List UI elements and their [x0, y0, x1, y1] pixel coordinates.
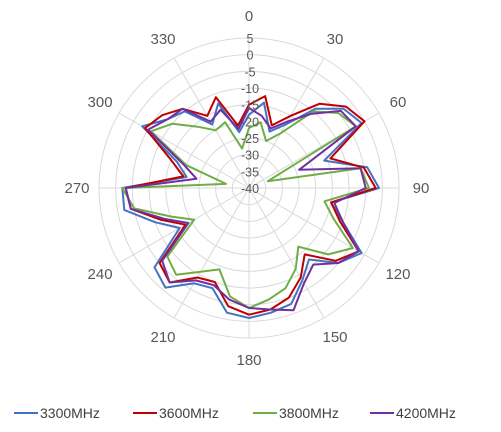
angle-labels: 0 30 60 90 120 150 180 210 240 270 300 330: [64, 8, 429, 369]
series-line-3600MHz: [124, 95, 377, 316]
radial-tick--35: -35: [241, 165, 259, 179]
radial-tick--25: -25: [241, 132, 259, 146]
legend: 3300MHz 3600MHz 3800MHz 4200MHz: [14, 405, 456, 421]
angle-label-90: 90: [413, 180, 430, 197]
radial-tick--30: -30: [241, 149, 259, 163]
radial-tick-5: 5: [247, 32, 254, 46]
legend-label-4200MHz: 4200MHz: [396, 405, 456, 421]
series-lines: [121, 95, 380, 319]
legend-label-3800MHz: 3800MHz: [279, 405, 339, 421]
angle-label-60: 60: [390, 94, 407, 111]
radial-tick--5: -5: [244, 65, 255, 79]
spoke-210: [173, 187, 250, 319]
radial-tick-0: 0: [247, 49, 254, 63]
legend-label-3300MHz: 3300MHz: [40, 405, 100, 421]
angle-label-330: 330: [150, 31, 175, 48]
legend-label-3600MHz: 3600MHz: [159, 405, 219, 421]
angle-label-180: 180: [236, 352, 261, 369]
angle-label-240: 240: [88, 266, 113, 283]
radial-tick--40: -40: [241, 182, 259, 196]
radial-tick-labels: 5 0 -5 -10 -15 -20 -25 -30 -35 -40: [241, 32, 259, 196]
angle-label-0: 0: [245, 8, 253, 25]
radial-tick--20: -20: [241, 115, 259, 129]
radial-tick--10: -10: [241, 82, 259, 96]
series-line-4200MHz: [124, 107, 367, 312]
angle-label-210: 210: [150, 329, 175, 346]
angle-label-270: 270: [64, 180, 89, 197]
angle-label-300: 300: [88, 94, 113, 111]
angle-label-30: 30: [327, 31, 344, 48]
spoke-150: [248, 187, 325, 319]
angle-label-120: 120: [385, 266, 410, 283]
spoke-60: [248, 112, 380, 189]
angle-label-150: 150: [322, 329, 347, 346]
radial-tick--15: -15: [241, 99, 259, 113]
spoke-300: [118, 112, 250, 189]
